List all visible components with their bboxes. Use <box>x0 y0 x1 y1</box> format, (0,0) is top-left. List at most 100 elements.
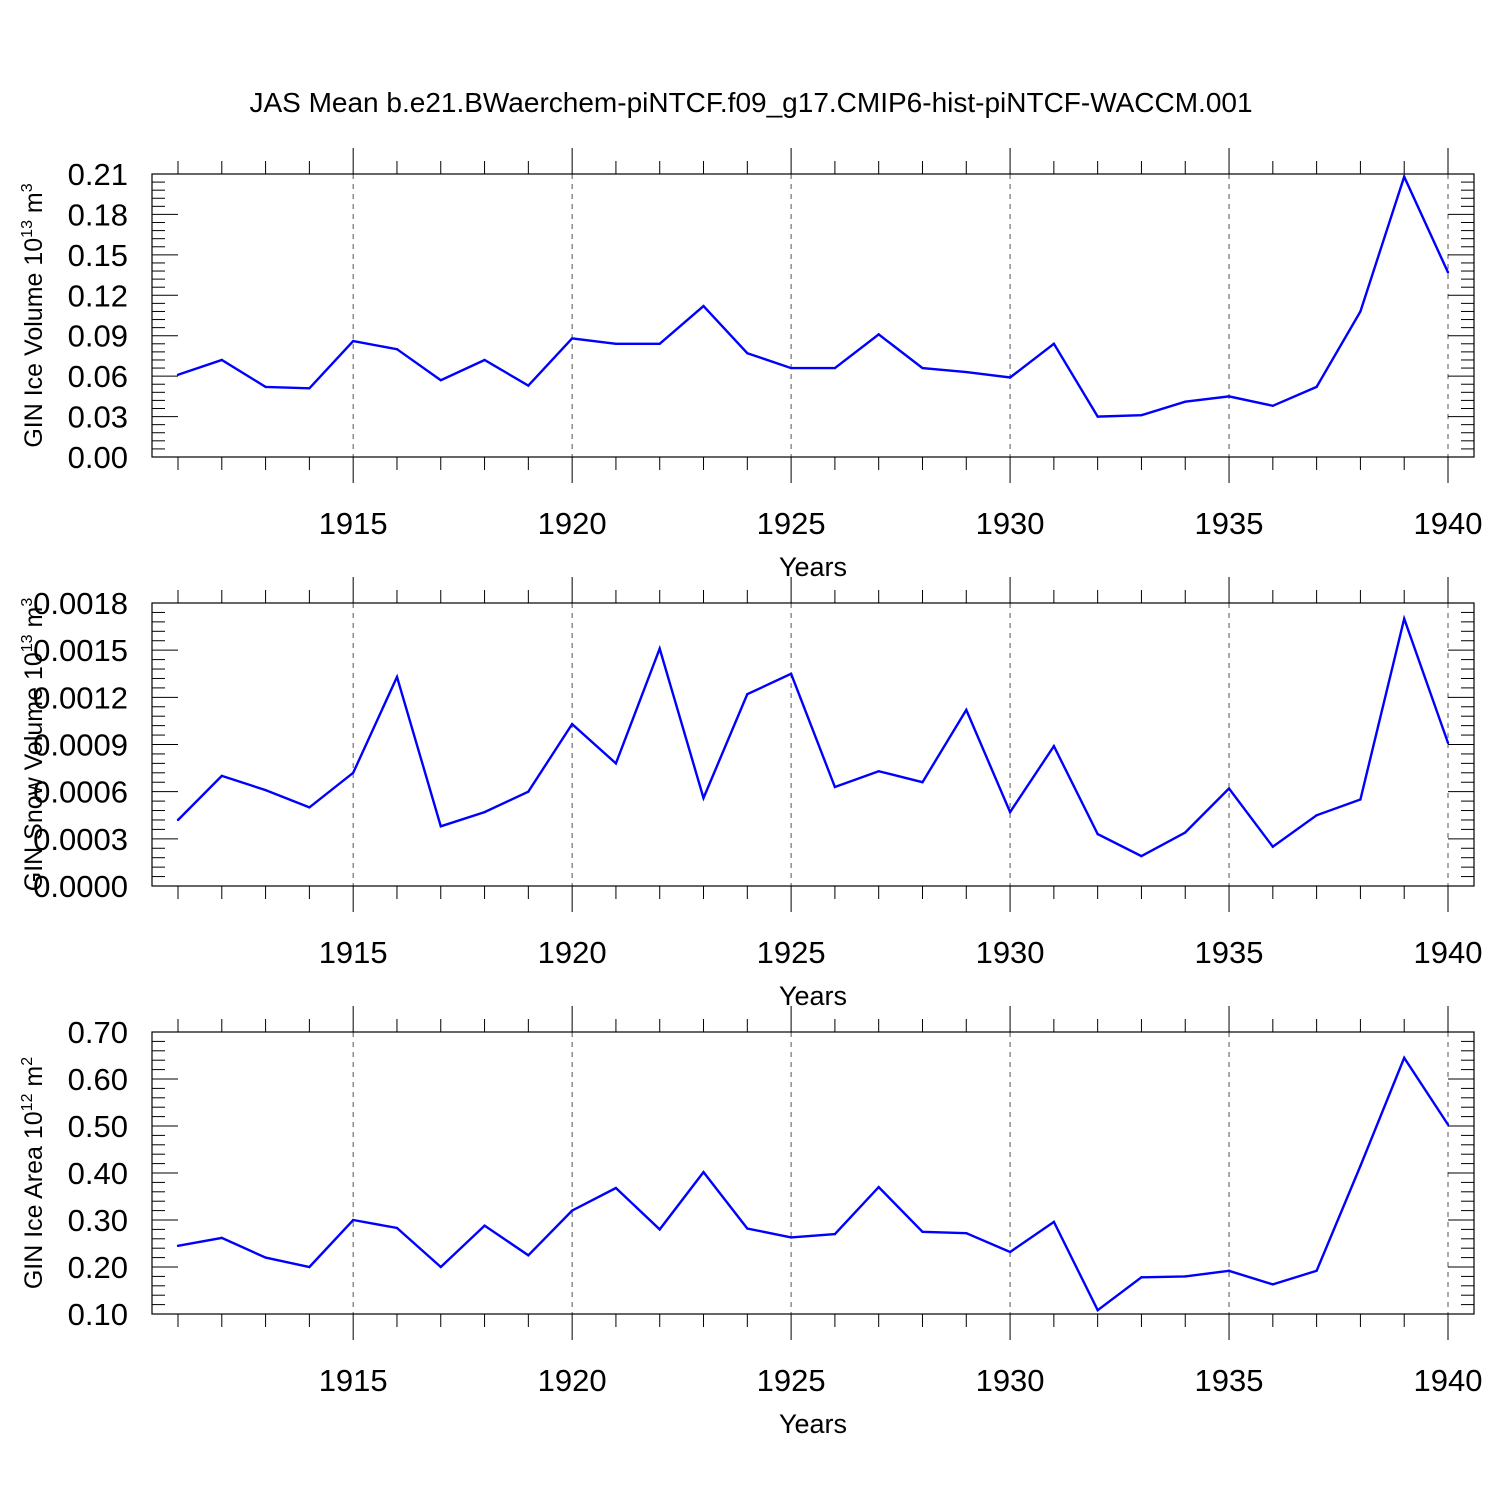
y-axis-label-group: GIN Ice Volume 1013 m3 <box>19 183 48 447</box>
x-tick-label: 1925 <box>757 935 826 970</box>
data-point <box>877 770 880 773</box>
y-tick-label: 0.50 <box>68 1109 128 1144</box>
data-point <box>921 781 924 784</box>
data-point <box>527 1254 530 1257</box>
data-point <box>1446 271 1450 274</box>
data-point <box>702 304 705 308</box>
data-point <box>702 1170 705 1174</box>
y-tick-label: 0.10 <box>68 1297 128 1332</box>
x-tick-label: 1915 <box>319 1363 388 1398</box>
data-point <box>1403 617 1406 620</box>
data-point <box>965 1231 968 1235</box>
x-tick-label: 1935 <box>1195 935 1264 970</box>
data-point <box>877 1185 880 1189</box>
y-tick-label: 0.0006 <box>33 775 128 810</box>
x-tick-label: 1930 <box>976 935 1045 970</box>
series-line <box>177 614 1450 858</box>
x-axis-label: Years <box>779 1409 847 1439</box>
data-point <box>833 785 837 789</box>
y-tick-label: 0.03 <box>68 400 128 435</box>
y-tick-label: 0.0012 <box>33 680 128 715</box>
y-axis-label-base: GIN Ice Area 10 <box>20 1111 48 1289</box>
data-point <box>527 790 530 793</box>
data-point <box>1140 854 1143 858</box>
x-tick-label: 1920 <box>538 1363 607 1398</box>
x-tick-label: 1940 <box>1414 1363 1483 1398</box>
y-axis-label-unit-exponent: 3 <box>19 598 36 607</box>
x-tick-label: 1930 <box>976 506 1045 541</box>
y-tick-label: 0.09 <box>68 319 128 354</box>
data-point <box>308 1265 311 1269</box>
data-point <box>746 1227 749 1230</box>
data-point <box>1096 415 1099 418</box>
data-point <box>351 339 355 343</box>
data-point <box>746 352 749 355</box>
data-point <box>264 1256 267 1259</box>
y-tick-label: 0.15 <box>68 238 128 273</box>
x-tick-label: 1935 <box>1195 506 1264 541</box>
y-axis-label-unit-exponent: 2 <box>19 1057 36 1066</box>
data-point <box>1446 1123 1450 1126</box>
y-axis-label: GIN Snow Volume 1013 m3 <box>19 598 48 892</box>
data-point <box>570 337 574 340</box>
data-point <box>351 1218 355 1222</box>
y-axis-label-exponent: 12 <box>19 1093 36 1111</box>
data-point <box>877 333 880 336</box>
data-point <box>789 672 793 675</box>
panels: 1915 1920 1925 1930 1935 1940 Years 0.00 0.03 0.0… <box>19 148 1482 1439</box>
data-point <box>789 1236 793 1239</box>
data-point <box>1096 832 1099 836</box>
data-point <box>921 366 924 370</box>
y-axis-label-unit-exponent: 3 <box>19 183 36 192</box>
data-point <box>1359 798 1362 801</box>
y-axis-label: GIN Ice Volume 1013 m3 <box>19 183 48 447</box>
y-tick-label: 0.70 <box>68 1015 128 1050</box>
data-point <box>527 384 530 387</box>
data-point <box>1403 1056 1406 1060</box>
data-point <box>395 675 399 679</box>
data-point <box>965 370 968 374</box>
data-point <box>1271 845 1275 848</box>
y-axis-label-exponent: 13 <box>19 220 36 238</box>
data-point <box>1184 831 1187 834</box>
y-tick-label: 0.0015 <box>33 633 128 668</box>
data-point <box>1008 1250 1012 1254</box>
data-point <box>176 818 180 822</box>
x-tick-label: 1940 <box>1414 935 1483 970</box>
data-point <box>1315 1269 1318 1272</box>
data-point <box>1227 395 1231 398</box>
x-tick-label: 1935 <box>1195 1363 1264 1398</box>
data-point <box>658 647 661 650</box>
data-point <box>1184 1275 1187 1278</box>
data-point <box>308 806 311 809</box>
data-point <box>395 347 399 351</box>
data-point <box>921 1230 924 1233</box>
data-point <box>1008 810 1012 814</box>
data-point <box>220 1236 223 1240</box>
chart-panel-2: 1915 1920 1925 1930 1935 1940 Years 0.0000 0.000… <box>19 577 1482 1011</box>
y-tick-label: 0.0003 <box>33 822 128 857</box>
x-tick-label: 1925 <box>757 506 826 541</box>
data-point <box>1271 404 1275 407</box>
y-tick-label: 0.06 <box>68 359 128 394</box>
data-point <box>1315 385 1318 389</box>
data-point <box>1052 342 1056 345</box>
figure-title: JAS Mean b.e21.BWaerchem-piNTCF.f09_g17.… <box>249 87 1252 118</box>
series-line <box>177 173 1450 418</box>
data-point <box>833 366 837 370</box>
data-point <box>483 358 486 362</box>
data-point <box>308 387 311 390</box>
data-point <box>614 1186 618 1190</box>
data-point <box>1271 1283 1275 1286</box>
data-point <box>1184 400 1187 403</box>
y-axis-label: GIN Ice Area 1012 m2 <box>19 1057 48 1289</box>
y-tick-label: 0.18 <box>68 197 128 232</box>
x-tick-label: 1920 <box>538 506 607 541</box>
data-point <box>570 722 574 726</box>
y-axis-label-unit: m <box>20 1066 48 1094</box>
y-tick-label: 0.0018 <box>33 586 128 621</box>
data-point <box>1140 414 1143 417</box>
x-axis-label: Years <box>779 552 847 582</box>
data-point <box>1359 310 1362 313</box>
